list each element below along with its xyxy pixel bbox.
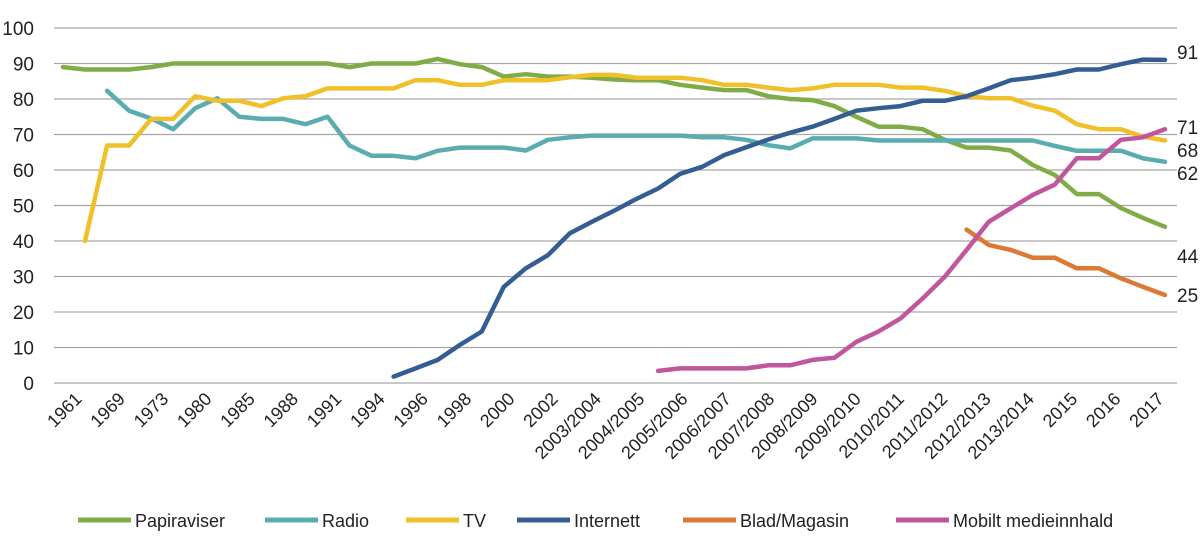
x-tick-label: 1961 xyxy=(43,389,85,431)
x-tick-label: 1973 xyxy=(130,389,172,431)
x-tick-label: 2000 xyxy=(476,389,518,431)
series-line-tv xyxy=(82,72,1168,244)
y-tick-label: 30 xyxy=(13,268,34,289)
y-tick-label: 20 xyxy=(13,303,34,324)
x-tick-label: 2016 xyxy=(1082,389,1124,431)
y-tick-label: 100 xyxy=(2,19,34,40)
legend-item: Mobilt medieinnhald xyxy=(896,511,1113,531)
legend-label: Papiraviser xyxy=(135,511,225,531)
x-axis-tick-labels: 1961 1969 1973 1980 1985 1988 1991 1994 1996 1998… xyxy=(43,389,1168,463)
legend-item: Papiraviser xyxy=(78,511,225,531)
legend-label: Blad/Magasin xyxy=(740,511,849,531)
x-tick-label: 1991 xyxy=(303,389,345,431)
series-line-internett xyxy=(391,57,1168,379)
y-tick-label: 70 xyxy=(13,126,34,147)
x-tick-label: 2017 xyxy=(1125,389,1167,431)
legend: Papiraviser Radio TV Internett Blad/Magasin M… xyxy=(78,511,1113,531)
x-tick-label: 1998 xyxy=(433,389,475,431)
x-tick-label: 1996 xyxy=(389,389,431,431)
end-value-label: 71 xyxy=(1177,118,1198,139)
series-line-mobilt-medieinnhald xyxy=(655,126,1168,374)
y-tick-label: 10 xyxy=(13,339,34,360)
series-lines xyxy=(60,56,1168,379)
y-tick-label: 80 xyxy=(13,90,34,111)
legend-label: Internett xyxy=(574,511,640,531)
x-tick-label: 2015 xyxy=(1039,389,1081,431)
y-tick-label: 60 xyxy=(13,161,34,182)
legend-item: Radio xyxy=(265,511,369,531)
y-tick-label: 50 xyxy=(13,197,34,218)
end-value-label: 25 xyxy=(1177,286,1198,307)
x-tick-label: 1980 xyxy=(173,389,215,431)
legend-label: Radio xyxy=(322,511,369,531)
legend-label: TV xyxy=(463,511,486,531)
legend-item: TV xyxy=(406,511,486,531)
x-tick-label: 1988 xyxy=(260,389,302,431)
end-value-label: 44 xyxy=(1177,247,1199,268)
end-value-label: 62 xyxy=(1177,164,1198,185)
gridlines xyxy=(54,27,1177,384)
y-axis-tick-labels: 0 10 20 30 40 50 60 70 80 90 100 xyxy=(2,19,34,395)
series-line-blad-magasin xyxy=(964,227,1168,298)
x-tick-label: 1969 xyxy=(86,389,128,431)
legend-label: Mobilt medieinnhald xyxy=(953,511,1113,531)
x-tick-label: 1994 xyxy=(346,389,388,431)
legend-item: Internett xyxy=(517,511,640,531)
y-tick-label: 90 xyxy=(13,55,34,76)
y-tick-label: 0 xyxy=(23,374,34,395)
end-value-label: 91 xyxy=(1177,43,1198,64)
legend-item: Blad/Magasin xyxy=(683,511,849,531)
end-value-label: 68 xyxy=(1177,141,1198,162)
y-tick-label: 40 xyxy=(13,232,34,253)
x-tick-label: 1985 xyxy=(216,389,258,431)
